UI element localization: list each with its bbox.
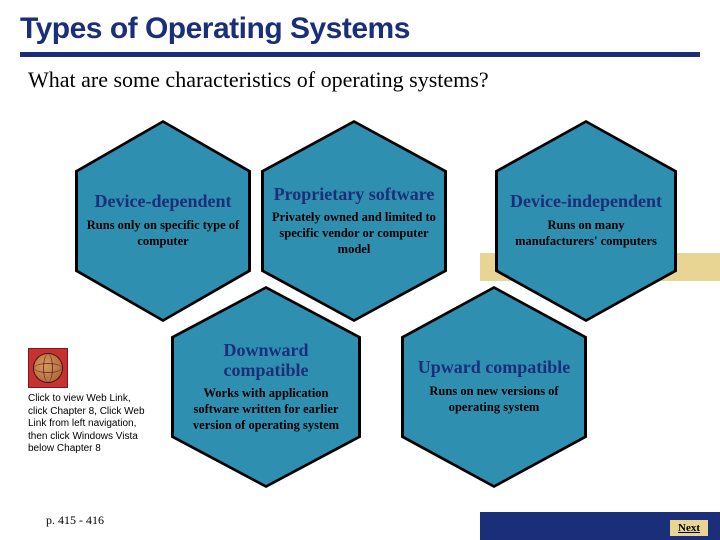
hex-title: Proprietary software — [274, 185, 435, 205]
hex-upward-compatible: Upward compatible Runs on new versions o… — [404, 289, 584, 485]
page-subtitle: What are some characteristics of operati… — [0, 57, 720, 93]
title-area: Types of Operating Systems — [0, 0, 720, 57]
page-title: Types of Operating Systems — [20, 12, 700, 46]
hex-desc: Privately owned and limited to specific … — [272, 210, 436, 257]
hex-title: Device-independent — [510, 192, 662, 212]
diagram-canvas: Device-dependent Runs only on specific t… — [0, 93, 720, 513]
web-link-icon[interactable] — [28, 348, 68, 388]
page-reference: p. 415 - 416 — [46, 513, 104, 528]
hex-desc: Runs only on specific type of computer — [86, 218, 240, 249]
hex-title: Device-dependent — [95, 192, 232, 212]
hex-downward-compatible: Downward compatible Works with applicati… — [174, 289, 358, 485]
hex-title: Upward compatible — [418, 358, 571, 378]
globe-icon — [33, 353, 63, 383]
web-link-instructions: Click to view Web Link, click Chapter 8,… — [28, 393, 148, 456]
hex-desc: Works with application software written … — [182, 386, 350, 433]
hex-desc: Runs on new versions of operating system — [412, 384, 576, 415]
next-button[interactable]: Next — [670, 520, 708, 536]
hex-desc: Runs on many manufacturers' computers — [506, 218, 666, 249]
hex-title: Downward compatible — [182, 341, 350, 381]
